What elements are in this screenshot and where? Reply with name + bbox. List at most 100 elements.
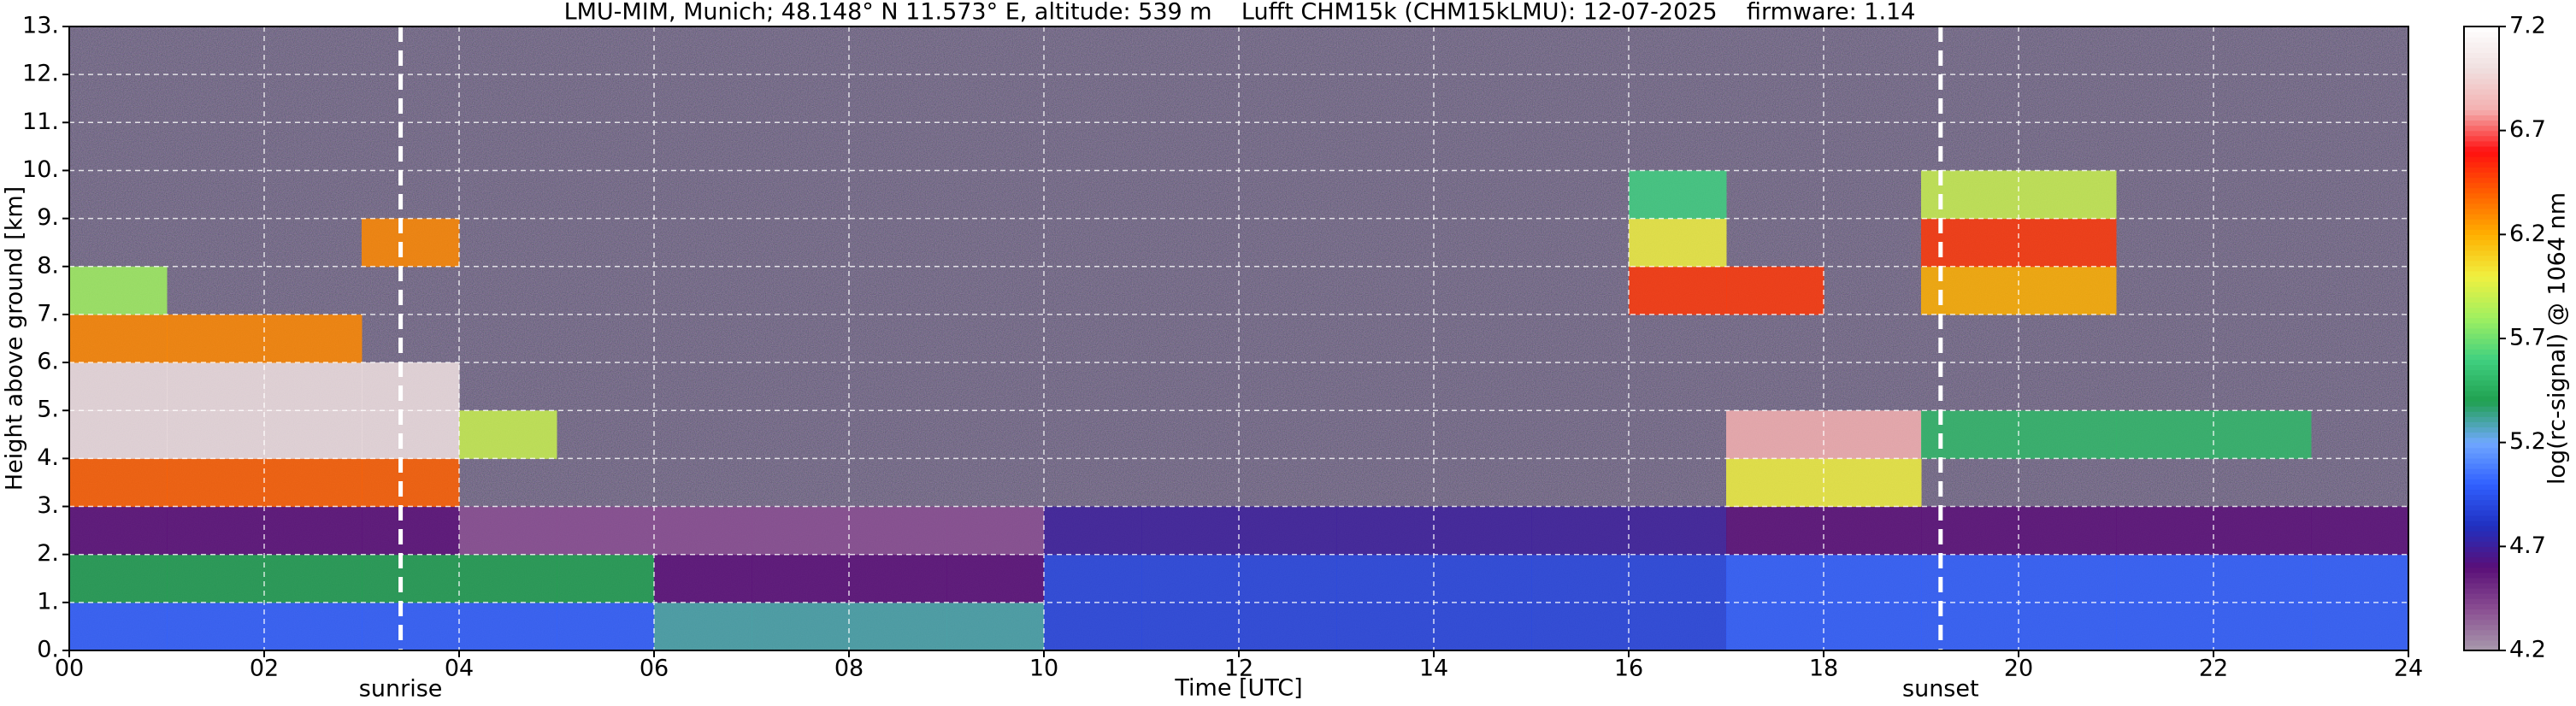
colorbar-slice (2464, 374, 2499, 381)
colorbar-slice (2464, 322, 2499, 329)
colorbar-slice (2464, 239, 2499, 246)
heatmap-cell (2311, 554, 2409, 603)
colorbar-slice (2464, 452, 2499, 459)
colorbar-slice (2464, 344, 2499, 350)
heatmap-cell (167, 602, 265, 651)
heatmap-cell (459, 410, 557, 459)
heatmap-cell (167, 458, 265, 508)
colorbar-slice (2464, 526, 2499, 532)
x-tick-label: 18 (1809, 656, 1838, 682)
heatmap-cell (264, 458, 363, 508)
colorbar-slice (2464, 562, 2499, 568)
heatmap-cell (1921, 218, 2019, 268)
colorbar-slice (2464, 302, 2499, 309)
heatmap-cell (362, 554, 460, 603)
colorbar-slice (2464, 364, 2499, 371)
heatmap-cell (557, 602, 655, 651)
colorbar-tick-label: 4.7 (2509, 532, 2546, 559)
y-tick-label: 7. (37, 300, 59, 327)
heatmap-cell (69, 458, 168, 508)
heatmap-cell (752, 554, 850, 603)
y-tick-label: 9. (37, 204, 59, 231)
heatmap-cell (362, 410, 460, 459)
heatmap-cell (1824, 602, 1922, 651)
colorbar-slice (2464, 406, 2499, 412)
colorbar-slice (2464, 219, 2499, 225)
annotation-label: sunset (1902, 676, 1979, 703)
colorbar-slice (2464, 359, 2499, 366)
colorbar-slice (2464, 432, 2499, 438)
colorbar-slice (2464, 609, 2499, 615)
colorbar-slice (2464, 354, 2499, 360)
colorbar-slice (2464, 504, 2499, 511)
colorbar-slice (2464, 567, 2499, 574)
colorbar-tick-label: 7.2 (2509, 13, 2546, 39)
colorbar-slice (2464, 62, 2499, 69)
heatmap-cell (69, 314, 168, 363)
colorbar-slice (2464, 203, 2499, 209)
heatmap-cell (69, 602, 168, 651)
y-tick-label: 10. (22, 156, 59, 183)
heatmap-cell (2116, 554, 2214, 603)
heatmap-cell (69, 266, 168, 315)
colorbar-slice (2464, 78, 2499, 85)
x-tick-label: 24 (2394, 656, 2423, 682)
colorbar-slice (2464, 32, 2499, 38)
y-tick-label: 5. (37, 397, 59, 423)
y-tick-label: 13. (22, 13, 59, 39)
colorbar-slice (2464, 26, 2499, 32)
colorbar-slice (2464, 167, 2499, 173)
heatmap-cell (1824, 506, 1922, 556)
plot-frame (68, 26, 2409, 651)
colorbar-slice (2464, 307, 2499, 314)
heatmap-cell (1726, 410, 1824, 459)
colorbar-slice (2464, 499, 2499, 506)
heatmap-cell (2311, 602, 2409, 651)
heatmap-cell (2019, 266, 2117, 315)
colorbar-slice (2464, 214, 2499, 220)
colorbar-slice (2464, 115, 2499, 121)
heatmap-cell (1044, 506, 1142, 556)
heatmap-cell (2019, 410, 2117, 459)
colorbar-slice (2464, 546, 2499, 553)
colorbar-slice (2464, 145, 2499, 152)
colorbar-tick-label: 6.7 (2509, 116, 2546, 143)
y-tick-label: 2. (37, 540, 59, 567)
colorbar-tick-label: 5.2 (2509, 428, 2546, 455)
colorbar-slice (2464, 416, 2499, 422)
x-tick-label: 20 (2004, 656, 2033, 682)
colorbar-slice (2464, 624, 2499, 631)
heatmap-cell (1726, 458, 1824, 508)
heatmap-cell (1434, 506, 1532, 556)
colorbar-label: log(rc-signal) @ 1064 nm (2544, 192, 2571, 485)
colorbar-slice (2464, 572, 2499, 579)
heatmap-cell (167, 554, 265, 603)
colorbar-slice (2464, 614, 2499, 621)
heatmap-cell (557, 506, 655, 556)
colorbar-slice (2464, 634, 2499, 641)
colorbar-slice (2464, 639, 2499, 646)
heatmap-cell (69, 554, 168, 603)
heatmap-cell (849, 554, 947, 603)
colorbar-slice (2464, 463, 2499, 469)
colorbar-slice (2464, 255, 2499, 262)
heatmap-cell (264, 506, 363, 556)
colorbar-tick-label: 4.2 (2509, 637, 2546, 663)
heatmap-cell (167, 362, 265, 411)
colorbar-slice (2464, 312, 2499, 319)
heatmap-cell (1239, 602, 1337, 651)
colorbar-slice (2464, 89, 2499, 95)
heatmap-cell (2213, 554, 2312, 603)
colorbar-slice (2464, 187, 2499, 194)
colorbar-slice (2464, 395, 2499, 402)
heatmap-cell (849, 506, 947, 556)
colorbar-tick-label: 6.2 (2509, 221, 2546, 247)
heatmap-cell (264, 362, 363, 411)
colorbar-slice (2464, 531, 2499, 537)
heatmap-cell (1629, 170, 1727, 220)
colorbar-slice (2464, 447, 2499, 454)
colorbar-slice (2464, 182, 2499, 189)
heatmap-cell (1141, 602, 1240, 651)
heatmap-cell (459, 554, 557, 603)
heatmap-cell (69, 362, 168, 411)
